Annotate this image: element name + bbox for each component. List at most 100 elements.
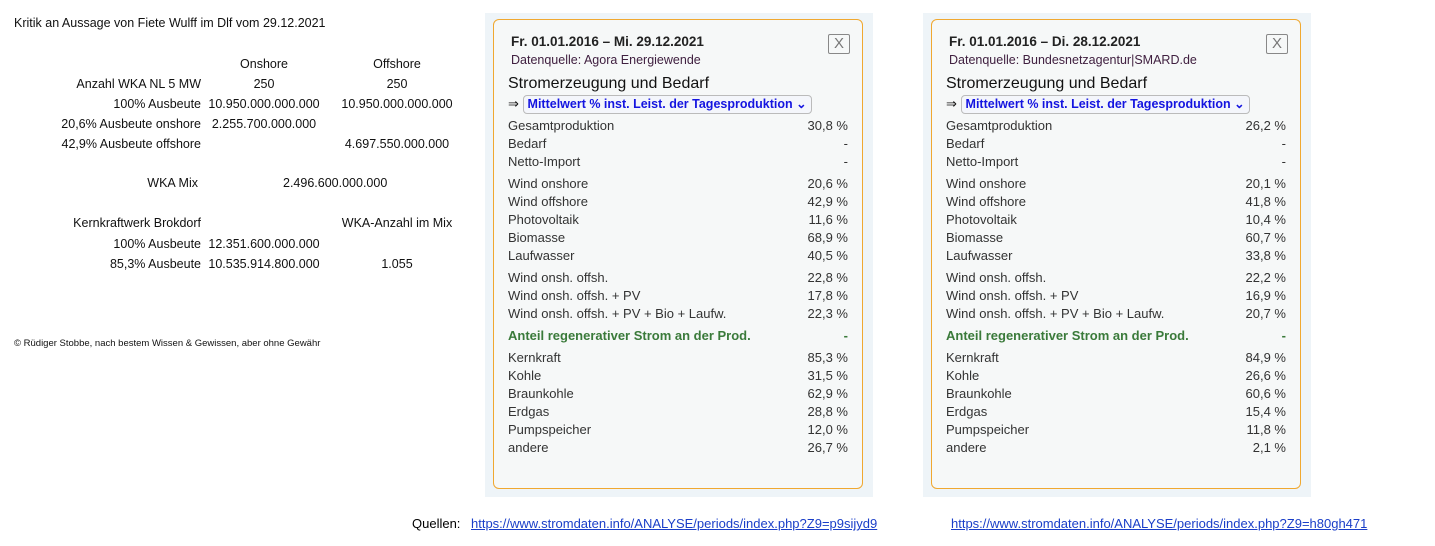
stat-row: Braunkohle 62,9 %	[508, 385, 848, 403]
stat-label: Biomasse	[946, 230, 1004, 245]
stat-value: 42,9 %	[807, 194, 848, 209]
stat-label: Pumpspeicher	[946, 422, 1030, 437]
stat-label: Biomasse	[508, 230, 566, 245]
close-button[interactable]: X	[1266, 34, 1288, 54]
stat-value: 17,8 %	[807, 288, 848, 303]
stat-row: Netto-Import -	[946, 153, 1286, 171]
row-label: Anzahl WKA NL 5 MW	[76, 77, 201, 91]
copyright: © Rüdiger Stobbe, nach bestem Wissen & G…	[14, 338, 321, 349]
stat-value: -	[1281, 136, 1286, 151]
panel-heading: Stromerzeugung und Bedarf	[946, 75, 1148, 92]
kkw-value: 12.351.600.000.000	[208, 237, 320, 251]
stat-row: Kohle 26,6 %	[946, 367, 1286, 385]
stat-label: Kohle	[946, 368, 980, 383]
stat-row: Biomasse 68,9 %	[508, 229, 848, 247]
offshore-value: 4.697.550.000.000	[344, 137, 450, 151]
stat-row: Anteil regenerativer Strom an der Prod. -	[946, 327, 1286, 345]
stats-list: Gesamtproduktion 26,2 % Bedarf - Netto-Impor…	[946, 117, 1286, 457]
stat-value: 20,1 %	[1245, 176, 1286, 191]
metric-select[interactable]: Mittelwert % inst. Leist. der Tagesprodu…	[522, 95, 812, 114]
stat-row: Photovoltaik 10,4 %	[946, 211, 1286, 229]
stat-value: 22,3 %	[807, 306, 848, 321]
mix-value: 2.496.600.000.000	[283, 176, 388, 190]
stats-panel: Fr. 01.01.2016 – Di. 28.12.2021 Datenque…	[923, 13, 1311, 497]
data-source: Datenquelle: Bundesnetzagentur|SMARD.de	[949, 53, 1197, 67]
metric-select[interactable]: Mittelwert % inst. Leist. der Tagesprodu…	[960, 95, 1250, 114]
stat-row: Bedarf -	[946, 135, 1286, 153]
metric-select-value: Mittelwert % inst. Leist. der Tagesprodu…	[527, 97, 793, 111]
stat-label: Kernkraft	[946, 350, 999, 365]
stat-row: Gesamtproduktion 30,8 %	[508, 117, 848, 135]
stat-row: Kernkraft 84,9 %	[946, 349, 1286, 367]
stat-label: Wind onsh. offsh.	[508, 270, 609, 285]
stat-label: andere	[508, 440, 549, 455]
stat-value: 62,9 %	[807, 386, 848, 401]
close-button[interactable]: X	[828, 34, 850, 54]
stat-label: Laufwasser	[946, 248, 1013, 263]
stat-value: 41,8 %	[1245, 194, 1286, 209]
stats-card: Fr. 01.01.2016 – Mi. 29.12.2021 Datenque…	[493, 19, 863, 489]
stat-row: Erdgas 15,4 %	[946, 403, 1286, 421]
chevron-down-icon: ⌄	[1234, 97, 1245, 111]
stats-panel: Fr. 01.01.2016 – Mi. 29.12.2021 Datenque…	[485, 13, 873, 497]
stat-label: Erdgas	[946, 404, 988, 419]
col-onshore: Onshore	[240, 57, 288, 71]
stat-label: Netto-Import	[946, 154, 1019, 169]
row-label: 20,6% Ausbeute onshore	[61, 117, 201, 131]
sources-label: Quellen:	[412, 516, 461, 531]
kkw-label: Kernkraftwerk Brokdorf	[73, 216, 201, 230]
stat-value: 26,6 %	[1245, 368, 1286, 383]
stat-value: 20,7 %	[1245, 306, 1286, 321]
stat-label: Braunkohle	[946, 386, 1012, 401]
source-link-1[interactable]: https://www.stromdaten.info/ANALYSE/peri…	[471, 516, 878, 531]
row-label: 100% Ausbeute	[113, 97, 201, 111]
stat-value: 68,9 %	[807, 230, 848, 245]
onshore-value: 10.950.000.000.000	[208, 97, 320, 111]
panel-heading: Stromerzeugung und Bedarf	[508, 75, 710, 92]
stat-value: 15,4 %	[1245, 404, 1286, 419]
stat-label: Wind onsh. offsh. + PV + Bio + Laufw.	[508, 306, 727, 321]
stat-label: Bedarf	[508, 136, 547, 151]
stat-value: -	[843, 136, 848, 151]
stat-value: 2,1 %	[1252, 440, 1286, 455]
stat-label: Bedarf	[946, 136, 985, 151]
stat-row: Erdgas 28,8 %	[508, 403, 848, 421]
stat-label: Anteil regenerativer Strom an der Prod.	[508, 328, 751, 343]
offshore-value: 10.950.000.000.000	[341, 97, 453, 111]
date-range: Fr. 01.01.2016 – Mi. 29.12.2021	[511, 34, 704, 49]
stat-row: Wind onsh. offsh. + PV + Bio + Laufw. 22,…	[508, 305, 848, 323]
stat-row: Bedarf -	[508, 135, 848, 153]
stat-value: 11,6 %	[808, 212, 848, 227]
stat-label: Photovoltaik	[946, 212, 1017, 227]
stat-label: Photovoltaik	[508, 212, 579, 227]
stat-value: 10,4 %	[1245, 212, 1286, 227]
chevron-down-icon: ⌄	[796, 97, 807, 111]
stat-value: 30,8 %	[807, 118, 848, 133]
row-label: 42,9% Ausbeute offshore	[61, 137, 201, 151]
stat-value: -	[1281, 154, 1286, 169]
stat-row: Wind onsh. offsh. 22,2 %	[946, 269, 1286, 287]
stat-label: Kernkraft	[508, 350, 561, 365]
stat-value: 26,2 %	[1245, 118, 1286, 133]
sheet-title: Kritik an Aussage von Fiete Wulff im Dlf…	[14, 16, 326, 30]
stat-value: 40,5 %	[807, 248, 848, 263]
source-link-2[interactable]: https://www.stromdaten.info/ANALYSE/peri…	[951, 516, 1368, 531]
stat-value: 60,7 %	[1245, 230, 1286, 245]
stat-value: 20,6 %	[807, 176, 848, 191]
stat-value: 84,9 %	[1245, 350, 1286, 365]
stat-row: andere 2,1 %	[946, 439, 1286, 457]
stat-value: 11,8 %	[1246, 422, 1286, 437]
stat-label: Wind onsh. offsh. + PV	[508, 288, 641, 303]
stat-value: 28,8 %	[807, 404, 848, 419]
stat-label: Wind onsh. offsh.	[946, 270, 1047, 285]
stat-row: Wind onsh. offsh. 22,8 %	[508, 269, 848, 287]
kkw-row-label: 85,3% Ausbeute	[109, 257, 201, 271]
stat-label: Netto-Import	[508, 154, 581, 169]
onshore-value: 250	[253, 77, 275, 91]
stat-label: Wind onshore	[946, 176, 1027, 191]
stat-row: Pumpspeicher 12,0 %	[508, 421, 848, 439]
kkw-value: 10.535.914.800.000	[208, 257, 320, 271]
stat-label: Wind onsh. offsh. + PV + Bio + Laufw.	[946, 306, 1165, 321]
stat-label: Laufwasser	[508, 248, 575, 263]
stats-list: Gesamtproduktion 30,8 % Bedarf - Netto-Impor…	[508, 117, 848, 457]
